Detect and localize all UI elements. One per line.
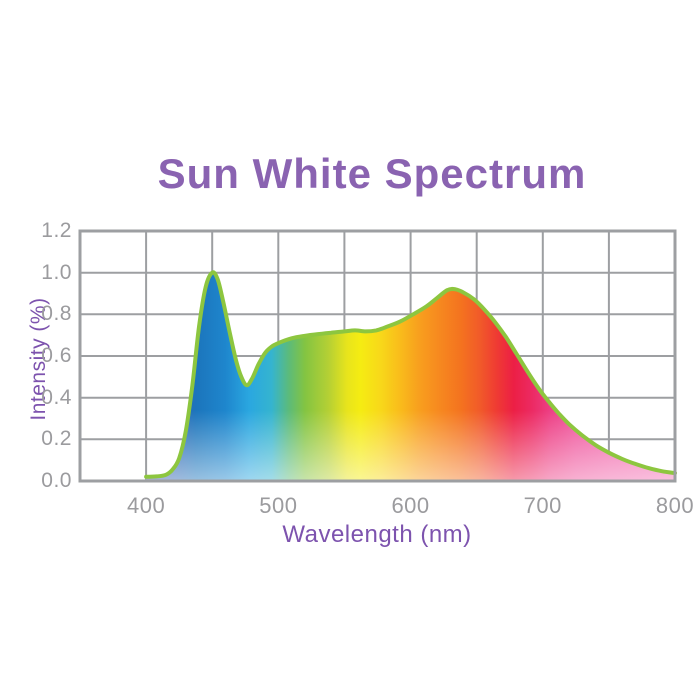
- y-tick-label: 1.2: [41, 219, 72, 242]
- y-tick-label: 0.2: [41, 427, 72, 451]
- y-tick-label: 0.0: [41, 469, 72, 492]
- y-tick-label: 0.4: [41, 385, 72, 409]
- plot-border: [78, 229, 677, 483]
- chart-title: Sun White Spectrum: [157, 150, 587, 197]
- y-tick-label: 0.8: [41, 302, 72, 326]
- x-axis-title: Wavelength (nm): [282, 521, 472, 548]
- x-tick-label: 400: [127, 493, 166, 518]
- x-tick-label: 600: [391, 493, 430, 518]
- x-tick-label: 800: [655, 493, 695, 518]
- x-tick-label: 500: [259, 493, 298, 518]
- y-tick-label: 1.0: [41, 260, 72, 284]
- x-tick-label: 700: [523, 493, 562, 518]
- y-tick-label: 0.6: [41, 344, 72, 367]
- spectrum-curve-outline: [144, 270, 677, 479]
- spectrum-area-bottom-fade: [146, 272, 676, 481]
